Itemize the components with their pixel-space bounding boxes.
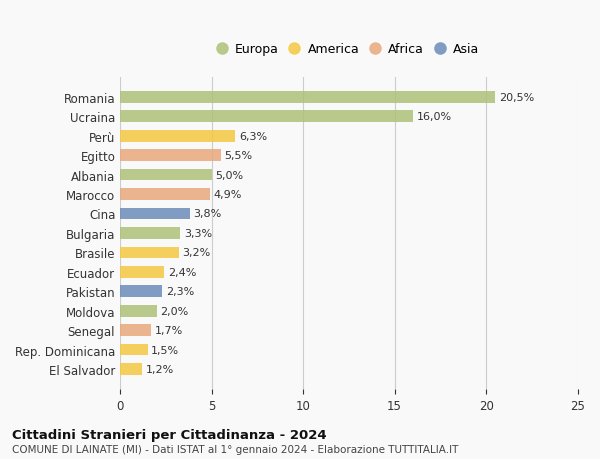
Text: 5,0%: 5,0% <box>215 170 244 180</box>
Bar <box>120 364 142 375</box>
Text: 6,3%: 6,3% <box>239 131 267 141</box>
Text: 2,4%: 2,4% <box>167 267 196 277</box>
Text: 16,0%: 16,0% <box>416 112 452 122</box>
Text: 3,8%: 3,8% <box>193 209 221 219</box>
Legend: Europa, America, Africa, Asia: Europa, America, Africa, Asia <box>219 43 479 56</box>
Text: 1,2%: 1,2% <box>146 364 174 374</box>
Bar <box>120 189 210 201</box>
Text: 1,7%: 1,7% <box>155 325 183 336</box>
Text: 4,9%: 4,9% <box>214 190 242 200</box>
Bar <box>120 208 190 220</box>
Bar <box>120 247 179 259</box>
Bar <box>120 150 221 162</box>
Text: 2,0%: 2,0% <box>160 306 188 316</box>
Text: 3,2%: 3,2% <box>182 248 211 258</box>
Text: 2,3%: 2,3% <box>166 287 194 297</box>
Bar <box>120 92 495 103</box>
Bar <box>120 305 157 317</box>
Text: 20,5%: 20,5% <box>499 93 534 103</box>
Bar <box>120 228 181 239</box>
Bar <box>120 325 151 336</box>
Text: 3,3%: 3,3% <box>184 229 212 238</box>
Bar <box>120 111 413 123</box>
Bar <box>120 131 235 142</box>
Bar <box>120 169 212 181</box>
Text: COMUNE DI LAINATE (MI) - Dati ISTAT al 1° gennaio 2024 - Elaborazione TUTTITALIA: COMUNE DI LAINATE (MI) - Dati ISTAT al 1… <box>12 444 458 454</box>
Bar <box>120 286 162 297</box>
Bar <box>120 266 164 278</box>
Text: Cittadini Stranieri per Cittadinanza - 2024: Cittadini Stranieri per Cittadinanza - 2… <box>12 428 326 442</box>
Text: 1,5%: 1,5% <box>151 345 179 355</box>
Bar <box>120 344 148 356</box>
Text: 5,5%: 5,5% <box>224 151 253 161</box>
